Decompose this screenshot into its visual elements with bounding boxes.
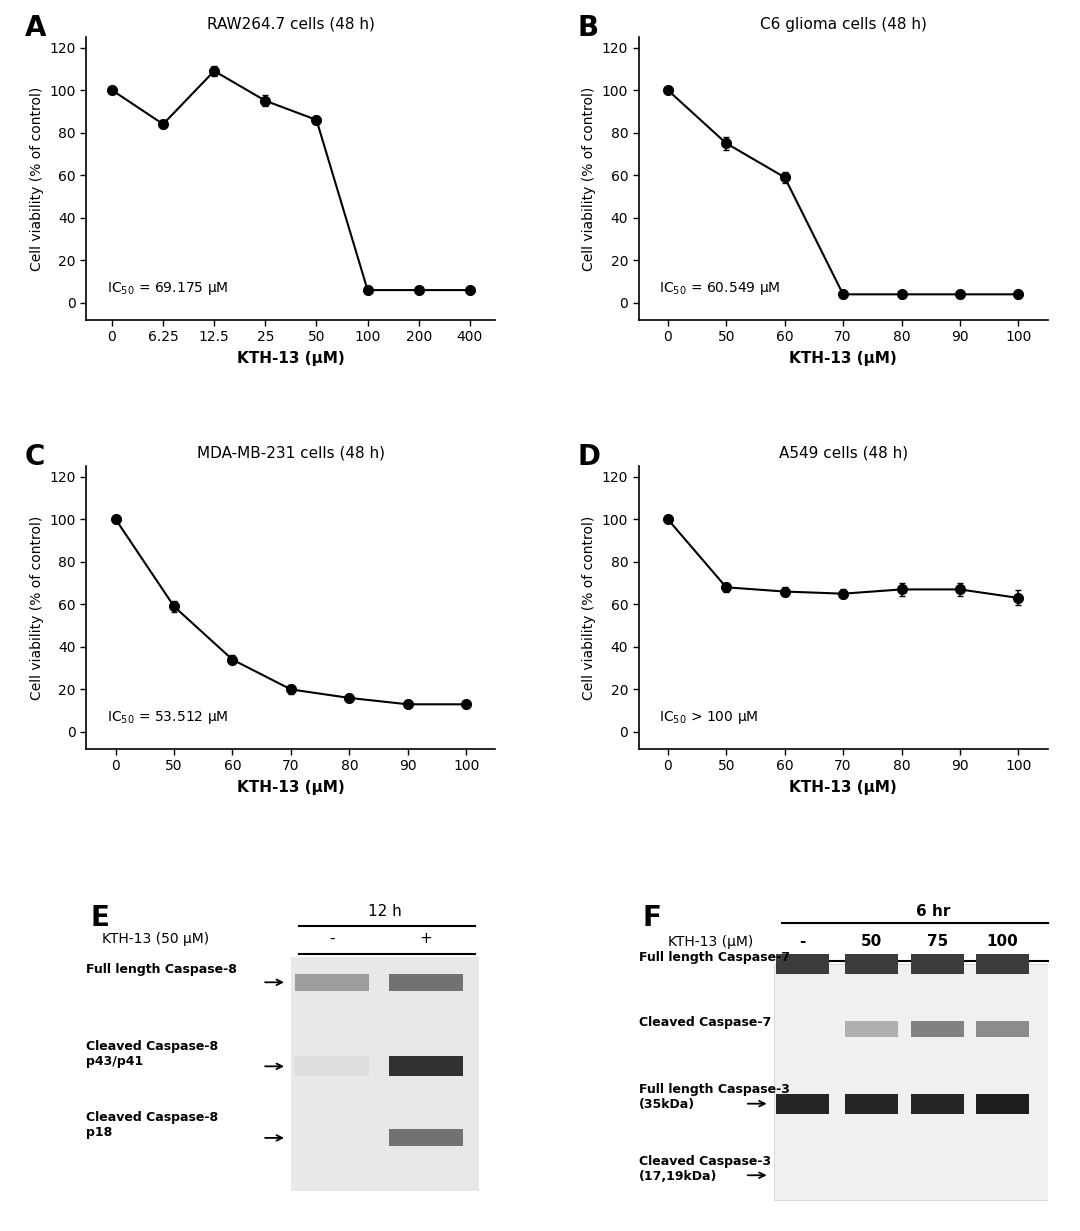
Bar <box>775 1093 828 1114</box>
Bar <box>910 954 963 974</box>
Bar <box>389 1129 462 1146</box>
Bar <box>976 1093 1029 1114</box>
Text: 50: 50 <box>861 934 882 949</box>
Text: B: B <box>577 15 598 42</box>
Bar <box>389 974 462 991</box>
Y-axis label: Cell viability (% of control): Cell viability (% of control) <box>582 86 596 271</box>
Y-axis label: Cell viability (% of control): Cell viability (% of control) <box>30 516 44 699</box>
Title: A549 cells (48 h): A549 cells (48 h) <box>779 446 907 460</box>
Bar <box>910 1093 963 1114</box>
Text: IC$_{50}$ > 100 μM: IC$_{50}$ > 100 μM <box>659 709 758 726</box>
Title: RAW264.7 cells (48 h): RAW264.7 cells (48 h) <box>207 16 375 32</box>
Text: 100: 100 <box>987 934 1018 949</box>
Text: A: A <box>25 15 46 42</box>
Text: Cleaved Caspase-7: Cleaved Caspase-7 <box>638 1017 771 1029</box>
Title: C6 glioma cells (48 h): C6 glioma cells (48 h) <box>759 16 927 32</box>
Bar <box>846 1093 899 1114</box>
Text: 75: 75 <box>927 934 948 949</box>
Text: 6 hr: 6 hr <box>916 905 950 920</box>
Bar <box>389 1056 462 1076</box>
Text: F: F <box>643 905 662 933</box>
Bar <box>910 1022 963 1037</box>
Text: Full length Caspase-7: Full length Caspase-7 <box>638 950 789 964</box>
Text: IC$_{50}$ = 53.512 μM: IC$_{50}$ = 53.512 μM <box>107 709 228 726</box>
Y-axis label: Cell viability (% of control): Cell viability (% of control) <box>582 516 596 699</box>
Text: -: - <box>329 931 335 947</box>
Bar <box>291 958 480 1190</box>
Text: Cleaved Caspase-8
p43/p41: Cleaved Caspase-8 p43/p41 <box>86 1040 218 1067</box>
Bar <box>846 954 899 974</box>
Bar <box>295 1056 368 1076</box>
Text: Full length Caspase-3
(35kDa): Full length Caspase-3 (35kDa) <box>638 1083 789 1112</box>
Text: +: + <box>419 931 432 947</box>
X-axis label: KTH-13 (μM): KTH-13 (μM) <box>237 780 345 795</box>
Bar <box>976 1022 1029 1037</box>
Text: IC$_{50}$ = 60.549 μM: IC$_{50}$ = 60.549 μM <box>659 281 781 297</box>
Text: Cleaved Caspase-3
(17,19kDa): Cleaved Caspase-3 (17,19kDa) <box>638 1155 771 1183</box>
Bar <box>773 964 1048 1200</box>
Bar <box>846 1022 899 1037</box>
Text: KTH-13 (μM): KTH-13 (μM) <box>667 934 753 949</box>
Bar <box>976 954 1029 974</box>
Text: IC$_{50}$ = 69.175 μM: IC$_{50}$ = 69.175 μM <box>107 281 228 297</box>
Text: E: E <box>91 905 109 933</box>
Bar <box>775 954 828 974</box>
Bar <box>295 974 368 991</box>
Text: Full length Caspase-8: Full length Caspase-8 <box>86 964 238 976</box>
Text: 12 h: 12 h <box>368 905 402 920</box>
Text: C: C <box>25 443 45 471</box>
Text: -: - <box>799 934 806 949</box>
Title: MDA-MB-231 cells (48 h): MDA-MB-231 cells (48 h) <box>197 446 384 460</box>
X-axis label: KTH-13 (μM): KTH-13 (μM) <box>237 351 345 367</box>
X-axis label: KTH-13 (μM): KTH-13 (μM) <box>789 351 897 367</box>
Text: KTH-13 (50 μM): KTH-13 (50 μM) <box>102 932 210 945</box>
Text: D: D <box>577 443 600 471</box>
Text: Cleaved Caspase-8
p18: Cleaved Caspase-8 p18 <box>86 1112 218 1140</box>
Y-axis label: Cell viability (% of control): Cell viability (% of control) <box>30 86 44 271</box>
X-axis label: KTH-13 (μM): KTH-13 (μM) <box>789 780 897 795</box>
